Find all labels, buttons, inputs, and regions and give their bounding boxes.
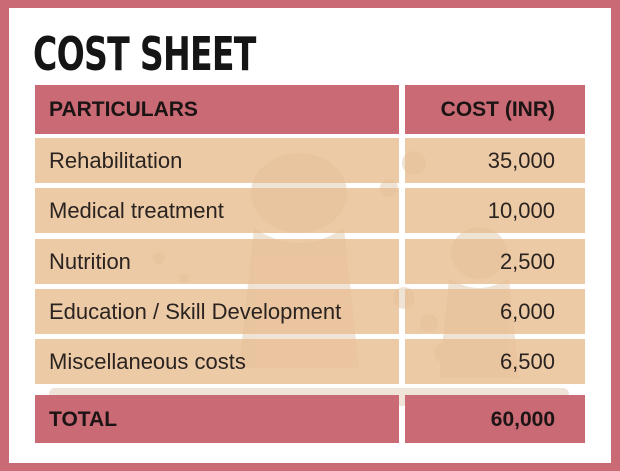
total-label: TOTAL bbox=[35, 395, 399, 443]
sheet-frame: COST SHEET PARTICULARS COST (INR) Rehabi… bbox=[9, 8, 611, 463]
row-cost: 6,500 bbox=[405, 339, 585, 384]
row-cost: 10,000 bbox=[405, 188, 585, 233]
row-particular: Education / Skill Development bbox=[35, 289, 399, 334]
row-particular: Medical treatment bbox=[35, 188, 399, 233]
row-particular: Rehabilitation bbox=[35, 138, 399, 183]
page-title: COST SHEET bbox=[33, 27, 256, 81]
row-cost: 2,500 bbox=[405, 239, 585, 284]
column-header-cost: COST (INR) bbox=[405, 85, 585, 134]
row-particular: Miscellaneous costs bbox=[35, 339, 399, 384]
column-header-particulars: PARTICULARS bbox=[35, 85, 399, 134]
row-particular: Nutrition bbox=[35, 239, 399, 284]
row-cost: 35,000 bbox=[405, 138, 585, 183]
row-cost: 6,000 bbox=[405, 289, 585, 334]
total-cost: 60,000 bbox=[405, 395, 585, 443]
